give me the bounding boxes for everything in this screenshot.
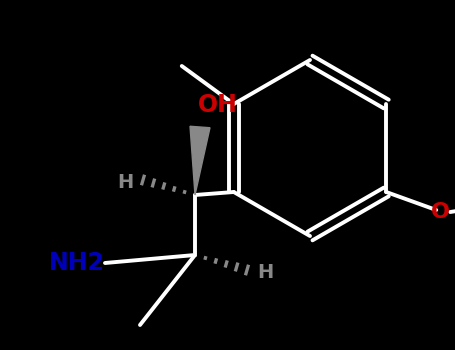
Text: NH2: NH2 bbox=[49, 251, 105, 275]
Text: H: H bbox=[117, 174, 133, 192]
Text: OH: OH bbox=[198, 93, 238, 117]
Polygon shape bbox=[190, 126, 210, 195]
Text: H: H bbox=[257, 262, 273, 281]
Text: O: O bbox=[431, 202, 450, 222]
